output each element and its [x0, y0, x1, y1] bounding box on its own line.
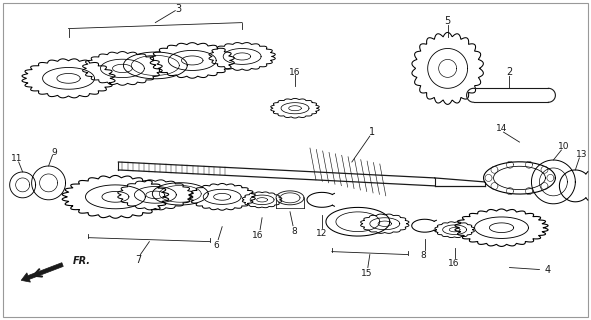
- Text: 14: 14: [496, 124, 507, 132]
- Text: 11: 11: [11, 154, 22, 163]
- Text: 12: 12: [316, 229, 327, 238]
- Text: 16: 16: [289, 68, 301, 77]
- Text: 10: 10: [558, 141, 569, 151]
- Text: 16: 16: [448, 259, 459, 268]
- Text: 8: 8: [421, 251, 427, 260]
- Text: 5: 5: [444, 16, 451, 26]
- Text: 6: 6: [213, 241, 219, 250]
- Text: 3: 3: [175, 4, 181, 14]
- Text: FR.: FR.: [73, 256, 90, 266]
- Text: 8: 8: [291, 227, 297, 236]
- Text: 9: 9: [51, 148, 57, 156]
- Text: 2: 2: [506, 68, 512, 77]
- Text: 13: 13: [576, 149, 587, 158]
- Text: 7: 7: [135, 255, 141, 265]
- Text: 4: 4: [544, 265, 551, 275]
- Text: 15: 15: [361, 269, 372, 278]
- Text: 16: 16: [252, 231, 264, 240]
- Text: 1: 1: [369, 127, 375, 137]
- FancyArrow shape: [21, 263, 63, 282]
